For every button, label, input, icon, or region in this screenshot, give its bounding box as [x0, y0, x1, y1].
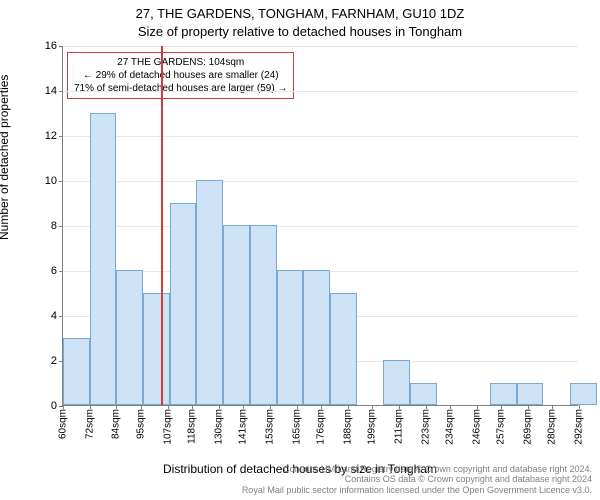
xtick-label: 60sqm [58, 409, 69, 439]
histogram-bar [517, 383, 544, 406]
ytick-label: 0 [51, 400, 57, 412]
chart-title-address: 27, THE GARDENS, TONGHAM, FARNHAM, GU10 … [0, 6, 600, 21]
histogram-bar [63, 338, 90, 406]
gridline [63, 46, 578, 47]
xtick-label: 188sqm [342, 409, 353, 445]
ytick-label: 8 [51, 220, 57, 232]
xtick-label: 280sqm [547, 409, 558, 445]
xtick-label: 95sqm [135, 409, 146, 439]
ytick-mark [59, 271, 63, 272]
ytick-mark [59, 46, 63, 47]
histogram-bar [196, 180, 223, 405]
gridline [63, 136, 578, 137]
chart-title-desc: Size of property relative to detached ho… [0, 24, 600, 39]
gridline [63, 226, 578, 227]
xtick-label: 130sqm [213, 409, 224, 445]
xtick-label: 153sqm [264, 409, 275, 445]
chart-container: 27, THE GARDENS, TONGHAM, FARNHAM, GU10 … [0, 0, 600, 500]
annotation-line1: 27 THE GARDENS: 104sqm [74, 56, 287, 69]
histogram-bar [277, 270, 304, 405]
ytick-label: 10 [45, 175, 57, 187]
xtick-label: 176sqm [316, 409, 327, 445]
xtick-label: 211sqm [393, 409, 404, 444]
annotation-line2: ← 29% of detached houses are smaller (24… [74, 69, 287, 82]
ytick-mark [59, 91, 63, 92]
ytick-label: 6 [51, 265, 57, 277]
ytick-label: 16 [45, 40, 57, 52]
xtick-label: 72sqm [84, 409, 95, 439]
marker-line [161, 46, 163, 405]
xtick-label: 269sqm [522, 409, 533, 445]
histogram-bar [143, 293, 170, 406]
histogram-bar [330, 293, 357, 406]
footer-line1: Contains HM Land Registry data © Crown c… [0, 464, 592, 475]
xtick-label: 246sqm [471, 409, 482, 445]
histogram-bar [170, 203, 197, 406]
ytick-mark [59, 316, 63, 317]
histogram-bar [223, 225, 250, 405]
footer-line3: Royal Mail public sector information lic… [0, 485, 592, 496]
ytick-label: 4 [51, 310, 57, 322]
histogram-bar [490, 383, 517, 406]
xtick-label: 165sqm [291, 409, 302, 445]
ytick-mark [59, 181, 63, 182]
xtick-label: 257sqm [496, 409, 507, 445]
plot-area: 27 THE GARDENS: 104sqm ← 29% of detached… [62, 46, 578, 406]
xtick-label: 84sqm [111, 409, 122, 439]
histogram-bar [383, 360, 410, 405]
xtick-label: 292sqm [574, 409, 585, 445]
ytick-label: 14 [45, 85, 57, 97]
ytick-mark [59, 136, 63, 137]
ytick-label: 12 [45, 130, 57, 142]
xtick-label: 223sqm [420, 409, 431, 445]
gridline [63, 181, 578, 182]
y-axis-label: Number of detached properties [0, 75, 11, 240]
histogram-bar [250, 225, 277, 405]
ytick-label: 2 [51, 355, 57, 367]
annotation-line3: 71% of semi-detached houses are larger (… [74, 82, 287, 95]
histogram-bar [90, 113, 117, 406]
xtick-label: 107sqm [162, 409, 173, 445]
gridline [63, 91, 578, 92]
xtick-label: 141sqm [238, 409, 249, 445]
xtick-label: 234sqm [445, 409, 456, 445]
histogram-bar [116, 270, 143, 405]
xtick-label: 199sqm [367, 409, 378, 445]
xtick-label: 118sqm [187, 409, 198, 444]
histogram-bar [303, 270, 330, 405]
ytick-mark [59, 226, 63, 227]
footer-line2: Contains OS data © Crown copyright and d… [0, 474, 592, 485]
histogram-bar [570, 383, 597, 406]
footer-attribution: Contains HM Land Registry data © Crown c… [0, 464, 592, 496]
histogram-bar [410, 383, 437, 406]
